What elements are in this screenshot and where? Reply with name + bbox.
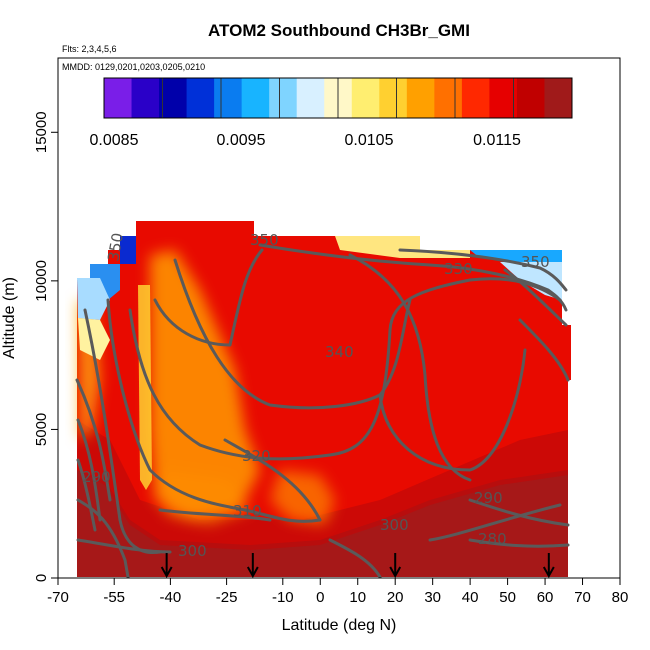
y-axis: 0 5000 10000 15000	[33, 111, 58, 582]
colorbar-swatch	[241, 78, 270, 118]
flight-marker-arrowhead	[542, 566, 555, 579]
contour-label: 300	[380, 516, 409, 534]
colorbar-swatch	[296, 78, 325, 118]
y-tick-label: 15000	[33, 111, 50, 153]
colorbar-tick-label: 0.0085	[90, 132, 139, 149]
contour-line	[83, 308, 162, 555]
contour-label: 290	[82, 468, 111, 486]
contour-line	[158, 508, 272, 522]
contour-line	[75, 378, 112, 502]
colorbar-swatch	[544, 78, 573, 118]
contour-line	[258, 243, 568, 312]
y-tick-label: 5000	[33, 413, 50, 446]
flights-note: Flts: 2,3,4,5,6	[62, 44, 117, 54]
contour-line	[223, 438, 322, 522]
field-orange-left	[150, 250, 260, 520]
field-yellow-strip	[138, 285, 152, 490]
contour-label: 350	[521, 253, 550, 271]
flight-marker-arrowhead	[160, 566, 173, 579]
colorbar-swatch	[379, 78, 408, 118]
contour-label: 340	[325, 343, 354, 361]
contour-label: 350	[104, 231, 127, 262]
contour-line	[428, 503, 562, 542]
colorbar-swatch	[406, 78, 435, 118]
x-axis-label: Latitude (deg N)	[282, 617, 397, 634]
contour-line	[128, 277, 562, 461]
colorbar-swatch	[131, 78, 160, 118]
x-tick-label: 30	[424, 589, 441, 606]
chart-title: ATOM2 Southbound CH3Br_GMI	[208, 21, 470, 40]
contour-line	[76, 418, 102, 522]
colorbar-swatch	[351, 78, 380, 118]
colorbar-swatch	[186, 78, 215, 118]
x-tick-label: -40	[160, 589, 182, 606]
contour-line	[106, 298, 322, 523]
field-blue-left-top	[120, 236, 136, 264]
colorbar-frame	[103, 77, 573, 119]
contour-label: 290	[474, 489, 503, 507]
contour-line	[328, 538, 382, 578]
contour-line	[503, 268, 568, 327]
colorbar-swatch	[159, 78, 188, 118]
colorbar-swatch	[516, 78, 545, 118]
contour-line	[76, 498, 130, 578]
x-tick-label: 70	[574, 589, 591, 606]
x-tick-label: 10	[349, 589, 366, 606]
y-tick-label: 0	[33, 574, 50, 582]
contour-line	[348, 253, 472, 482]
contour-line	[468, 538, 570, 548]
x-tick-label: 0	[316, 589, 324, 606]
colorbar-tick-label: 0.0105	[345, 132, 394, 149]
flight-marker-arrowhead	[246, 566, 259, 579]
dates-note: MMDD: 0129,0201,0203,0205,0210	[62, 62, 205, 72]
x-tick-label: -55	[103, 589, 125, 606]
colorbar-swatch	[104, 78, 133, 118]
contour-label: 330	[444, 260, 473, 278]
contour-label: 320	[242, 447, 271, 465]
x-tick-label: -70	[47, 589, 69, 606]
colorbar	[103, 77, 573, 119]
y-tick-label: 10000	[33, 260, 50, 302]
colorbar-swatch	[269, 78, 298, 118]
contour-line	[173, 258, 412, 410]
contour-line	[398, 248, 568, 292]
contour-lines	[75, 243, 570, 578]
x-tick-label: -25	[216, 589, 238, 606]
colorbar-swatch	[489, 78, 518, 118]
contour-label: 310	[233, 502, 262, 520]
field-paleyellow-left	[78, 318, 110, 360]
x-axis: -70 -55 -40 -25 -10 0 10 20 30 40 50 60 70 80	[47, 578, 628, 606]
flight-markers	[160, 553, 555, 579]
field-orange-center	[270, 470, 335, 525]
colorbar-tick-label: 0.0095	[217, 132, 266, 149]
contour-line	[76, 458, 97, 532]
contour-line	[378, 348, 527, 472]
contour-labels: 280 290 290 300 300 310 320 330 340 350 …	[82, 231, 550, 560]
contour-label: 350	[250, 231, 279, 249]
contour-label: 300	[178, 542, 207, 560]
contour-label: 280	[478, 530, 507, 548]
colorbar-swatch	[214, 78, 243, 118]
x-tick-label: 60	[537, 589, 554, 606]
y-axis-label: Altitude (m)	[1, 277, 18, 359]
contour-line	[153, 248, 264, 347]
contour-line	[468, 498, 570, 527]
colorbar-tick-label: 0.0115	[473, 132, 521, 149]
colorbar-labels: 0.0085 0.0095 0.0105 0.0115	[90, 132, 521, 149]
x-tick-label: 40	[462, 589, 479, 606]
x-tick-label: 20	[387, 589, 404, 606]
colorbar-swatch	[461, 78, 490, 118]
contour-line	[518, 318, 570, 382]
x-tick-label: 80	[612, 589, 629, 606]
flight-marker-arrowhead	[389, 566, 402, 579]
colorbar-swatch	[434, 78, 463, 118]
x-tick-label: -10	[272, 589, 294, 606]
plot-frame	[57, 57, 621, 579]
x-tick-label: 50	[499, 589, 516, 606]
